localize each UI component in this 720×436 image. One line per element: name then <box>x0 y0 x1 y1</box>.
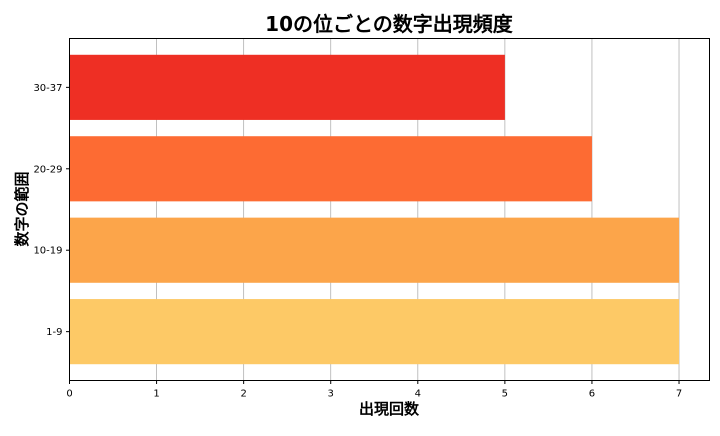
y-tick-label: 1-9 <box>46 327 62 338</box>
x-tick-label: 4 <box>415 389 421 400</box>
bar-10-19 <box>69 217 680 283</box>
x-tick-label: 6 <box>589 389 595 400</box>
x-axis-label: 出現回数 <box>359 400 420 418</box>
y-tick-label: 30-37 <box>33 83 62 94</box>
y-tick-label: 10-19 <box>33 246 62 257</box>
bar-1-9 <box>69 299 680 365</box>
x-tick-label: 3 <box>328 389 334 400</box>
bar-20-29 <box>69 136 592 202</box>
x-tick-label: 0 <box>66 389 72 400</box>
y-axis-label: 数字の範囲 <box>13 171 31 246</box>
y-tick-label: 20-29 <box>33 164 62 175</box>
x-tick-label: 2 <box>240 389 246 400</box>
y-ticks: 1-9 10-19 20-29 30-37 <box>33 83 70 338</box>
chart-title: 10の位ごとの数字出現頻度 <box>265 12 514 36</box>
x-ticks: 0 1 2 3 4 5 6 7 <box>66 380 682 400</box>
x-tick-label: 1 <box>153 389 159 400</box>
x-tick-label: 7 <box>676 389 682 400</box>
bars <box>69 54 680 365</box>
bar-30-37 <box>69 54 505 120</box>
x-tick-label: 5 <box>502 389 508 400</box>
plot-frame <box>69 38 710 381</box>
